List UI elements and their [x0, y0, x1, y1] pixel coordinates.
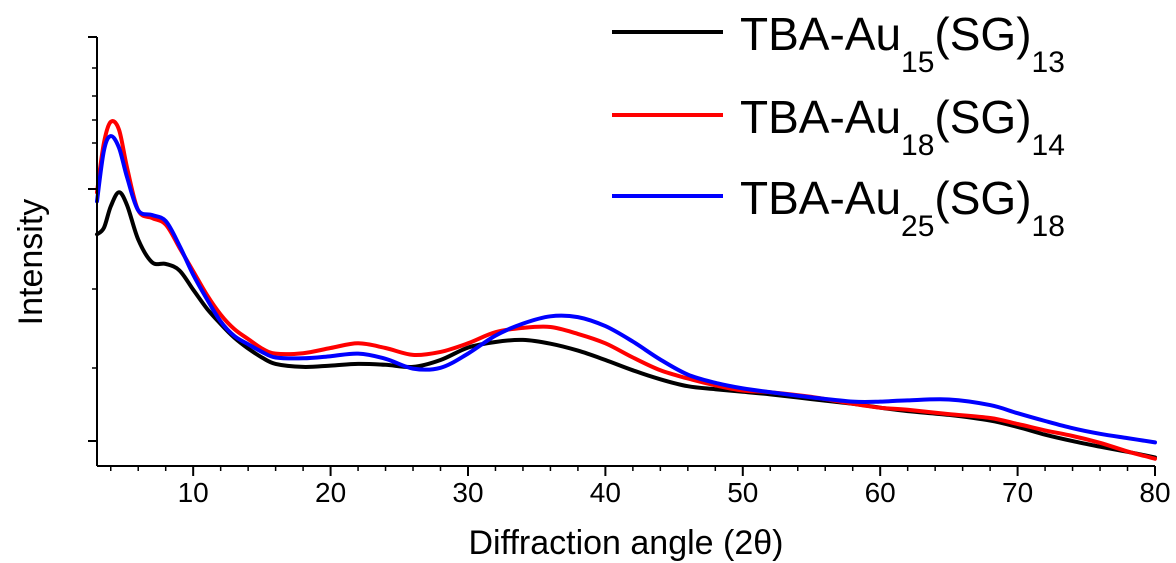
legend: TBA-Au15(SG)13 TBA-Au18(SG)14 TBA-Au25(SG)… — [612, 8, 1065, 243]
x-tick-label: 80 — [1139, 477, 1170, 508]
plot-lines — [0, 119, 1176, 563]
legend-entry-2: TBA-Au18(SG)14 — [740, 91, 1065, 162]
x-tick-label: 70 — [1002, 477, 1033, 508]
legend-entry-1: TBA-Au15(SG)13 — [740, 8, 1065, 79]
x-tick-label: 60 — [865, 477, 896, 508]
y-axis-label: Intensity — [12, 199, 50, 326]
below-axis-mask — [0, 467, 1176, 563]
x-tick-label: 40 — [590, 477, 621, 508]
x-tick-labels: 10 20 30 40 50 60 70 80 — [178, 477, 1171, 508]
x-tick-label: 10 — [178, 477, 209, 508]
y-ticks — [88, 36, 97, 442]
axes: 10 20 30 40 50 60 70 80 — [88, 36, 1171, 508]
x-ticks — [109, 466, 1156, 476]
series-line-3 — [95, 134, 1157, 445]
x-tick-label: 20 — [315, 477, 346, 508]
x-axis-label: Diffraction angle (2θ) — [469, 524, 784, 562]
x-tick-label: 50 — [727, 477, 758, 508]
legend-entry-3: TBA-Au25(SG)18 — [740, 172, 1065, 243]
x-tick-label: 30 — [452, 477, 483, 508]
